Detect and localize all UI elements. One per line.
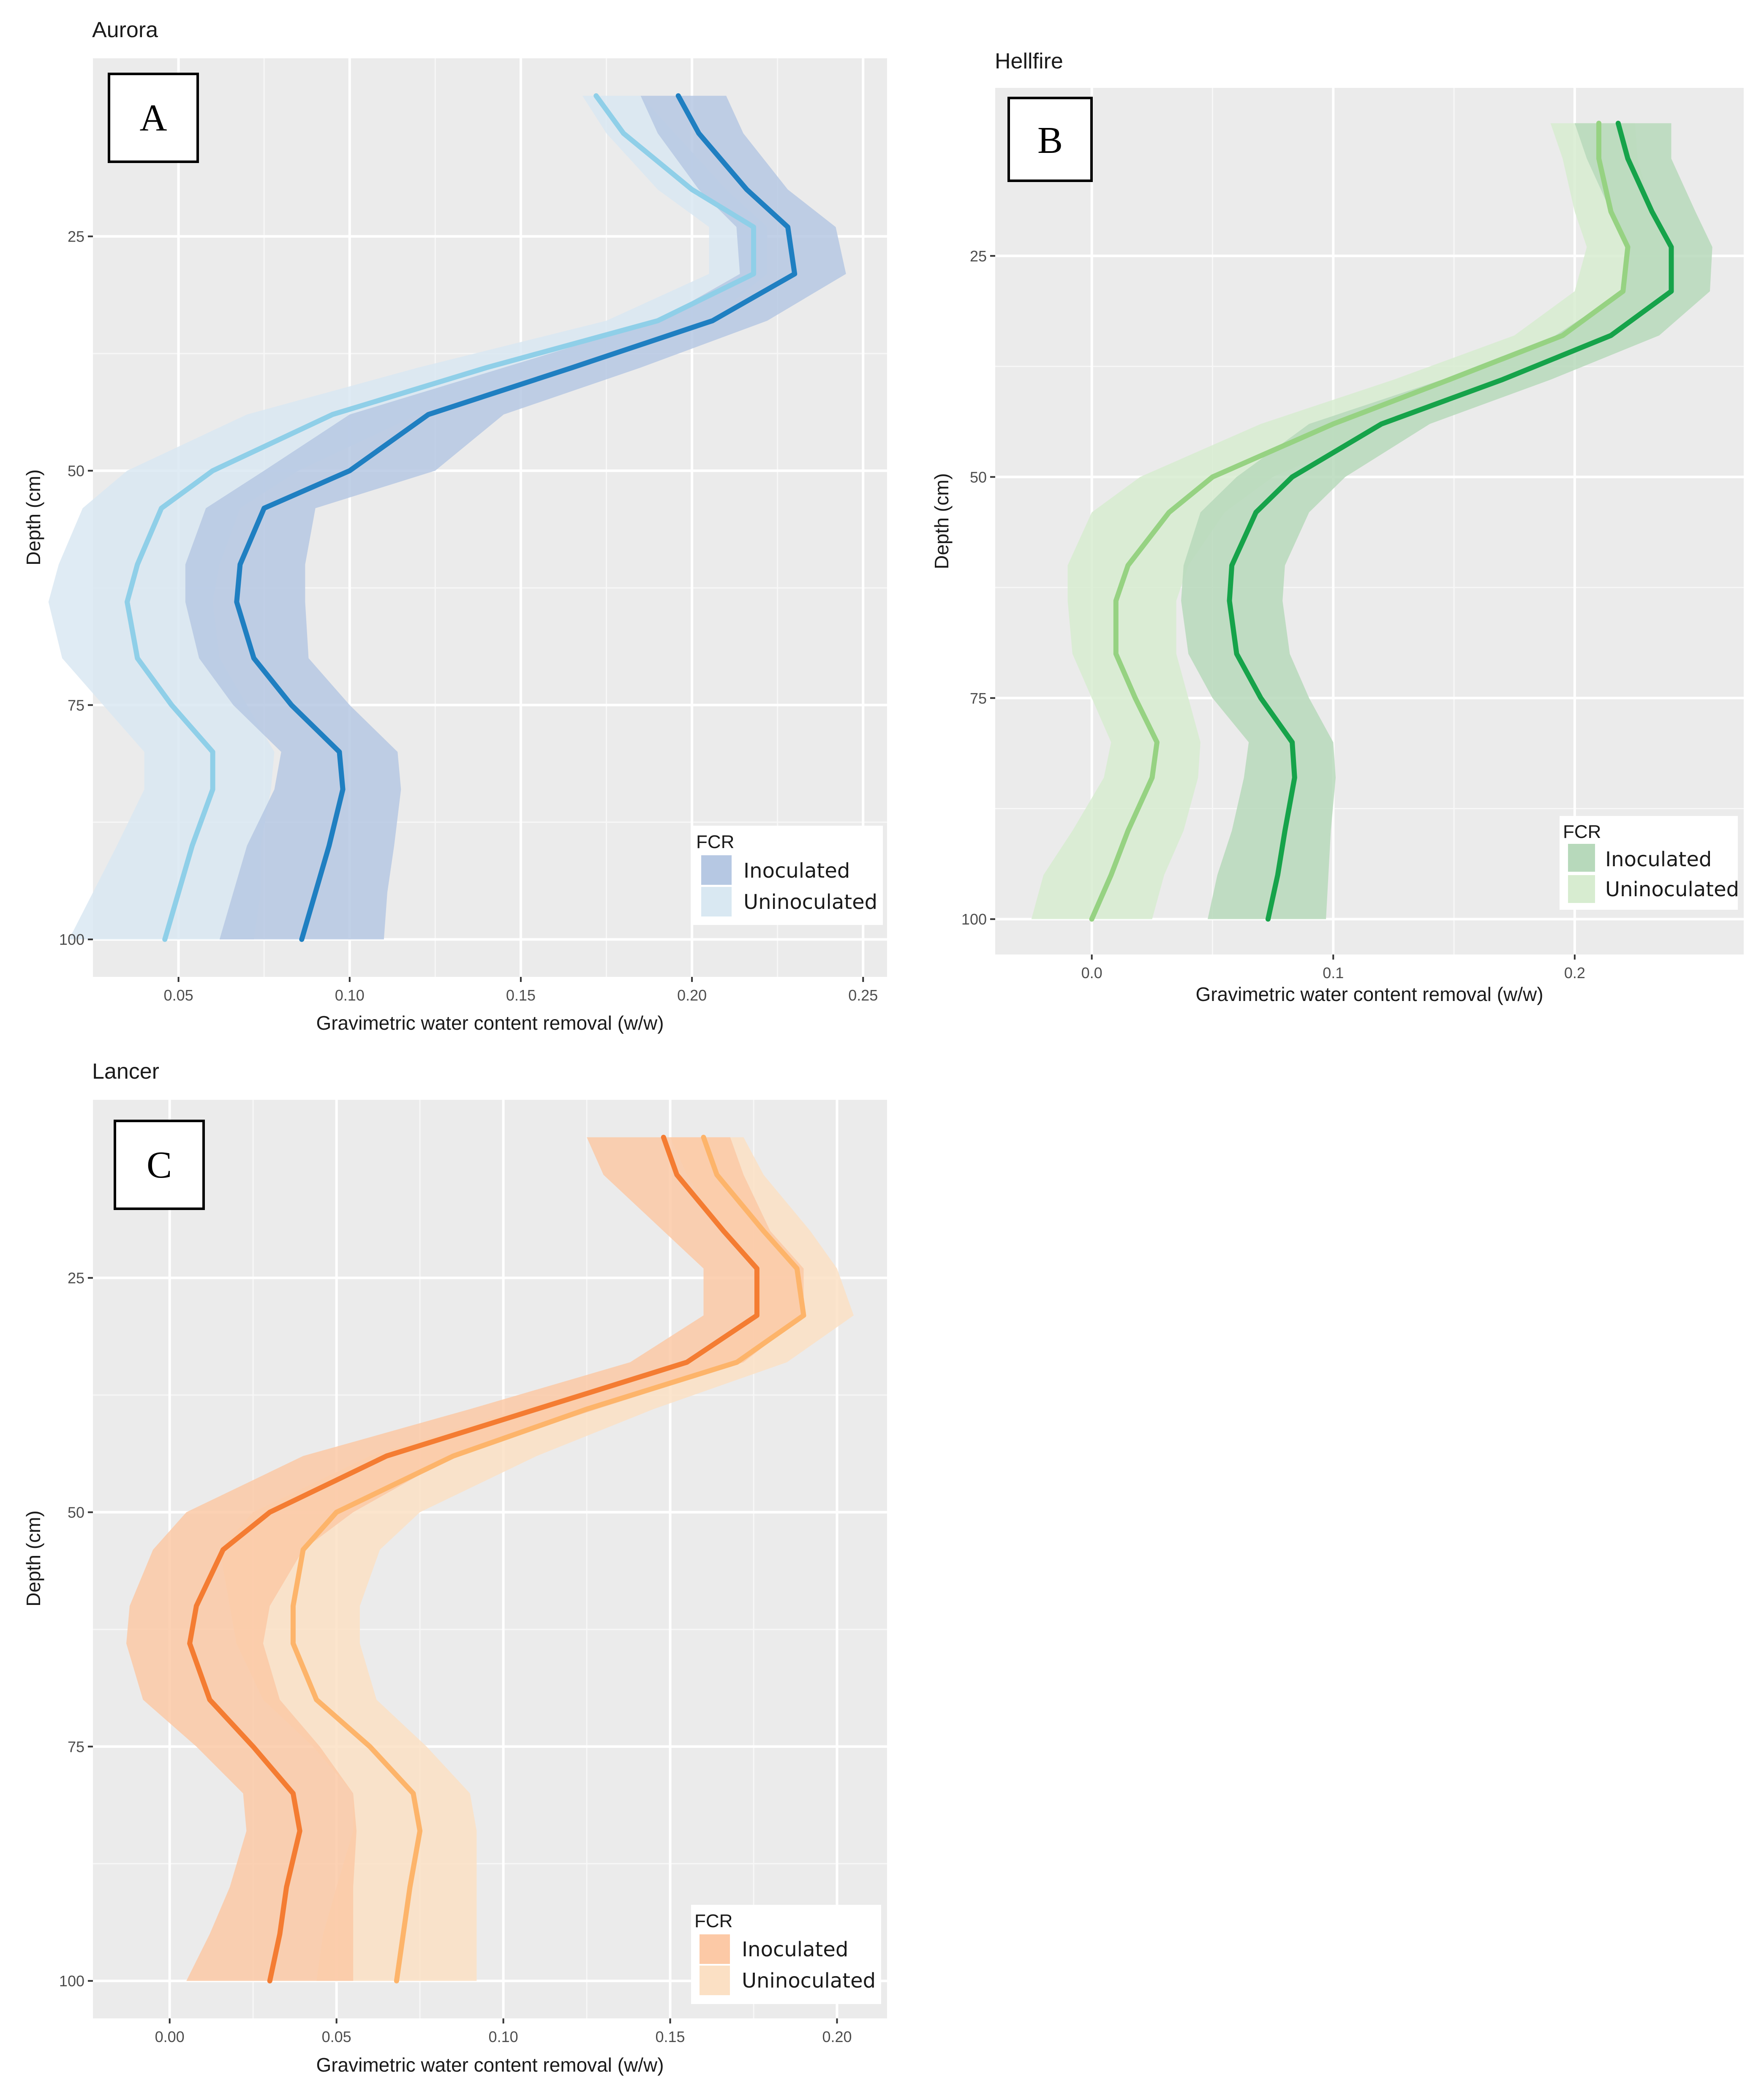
panel-b-y-ticks: 25 50 75 100	[961, 247, 995, 928]
panel-a-y-tick-label: 75	[68, 696, 84, 714]
panel-c-y-tick-label: 100	[59, 1972, 84, 1990]
panel-a-legend-title: FCR	[696, 832, 734, 852]
panel-a-legend-label-uninoculated: Uninoculated	[743, 890, 877, 914]
panel-c-x-tick-label: 0.20	[822, 2028, 852, 2045]
panel-c-legend-label-inoculated: Inoculated	[742, 1938, 848, 1961]
panel-c-y-axis-label: Depth (cm)	[22, 1510, 44, 1606]
panel-a-lines	[125, 93, 798, 942]
panel-b-legend-key-inoculated	[1568, 844, 1595, 872]
panel-c-x-axis-label: Gravimetric water content removal (w/w)	[316, 2054, 664, 2076]
panel-b-x-axis-label: Gravimetric water content removal (w/w)	[1195, 983, 1543, 1005]
panel-c-legend-title: FCR	[694, 1911, 732, 1931]
panel-c-title: Lancer	[92, 1059, 159, 1084]
panel-c-legend: FCR Inoculated Uninoculated	[691, 1905, 881, 2004]
panel-a: Aurora 0.05 0.10 0.15 0.20 0.25 25 50 75 100 Gr…	[22, 18, 887, 1034]
panel-b-x-tick-label: 0.0	[1081, 964, 1102, 982]
panel-b-y-axis-label: Depth (cm)	[931, 473, 953, 569]
panel-c-x-tick-label: 0.15	[656, 2028, 685, 2045]
panel-a-legend-key-uninoculated	[701, 887, 732, 916]
panel-c-y-tick-label: 25	[68, 1270, 84, 1287]
panel-a-ribbon-uninoculated	[48, 95, 768, 940]
panel-c-legend-key-inoculated	[700, 1934, 730, 1964]
panel-b-x-ticks: 0.0 0.1 0.2	[1081, 955, 1585, 982]
panel-c-x-ticks: 0.00 0.05 0.10 0.15 0.20	[155, 2018, 852, 2045]
panel-c-y-ticks: 25 50 75 100	[59, 1270, 93, 1990]
panel-b-y-tick-label: 75	[970, 690, 987, 707]
panel-b-x-tick-label: 0.2	[1564, 964, 1585, 982]
panel-b-legend-label-inoculated: Inoculated	[1605, 848, 1712, 871]
panel-c-x-tick-label: 0.05	[322, 2028, 351, 2045]
panel-c-line-uninoculated	[290, 1134, 806, 1984]
panel-b: Hellfire 0.0 0.1 0.2 25 50 75 100 Gravimetric…	[931, 49, 1744, 1005]
panel-a-legend: FCR Inoculated Uninoculated	[693, 826, 883, 925]
panel-c-line-inoculated	[187, 1134, 760, 1984]
panel-a-line-uninoculated	[125, 93, 756, 942]
panel-c-label-box	[114, 1120, 205, 1210]
panel-a-gridlines	[93, 58, 887, 977]
panel-c: Lancer 0.00 0.05 0.10 0.15 0.20 25 50 75 100 Gr…	[22, 1059, 887, 2076]
panel-c-ribbon-inoculated	[126, 1137, 804, 1981]
panel-a-y-tick-label: 25	[68, 228, 84, 245]
panel-b-line-uninoculated	[1089, 120, 1631, 922]
panel-c-x-tick-label: 0.00	[155, 2028, 185, 2045]
panel-a-x-axis-label: Gravimetric water content removal (w/w)	[316, 1012, 664, 1034]
panel-b-label: B	[1037, 120, 1063, 161]
panel-a-line-inoculated	[234, 93, 798, 942]
panel-b-line-inoculated	[1227, 120, 1674, 922]
panel-a-label-box	[108, 73, 199, 163]
panel-a-x-tick-label: 0.25	[848, 987, 878, 1004]
panel-a-x-tick-label: 0.05	[164, 987, 193, 1004]
panel-c-lines	[187, 1134, 806, 1984]
panel-b-label-box	[1007, 97, 1093, 182]
panel-c-ribbons	[126, 1137, 854, 1981]
panel-c-legend-label-uninoculated: Uninoculated	[742, 1969, 876, 1993]
panel-b-legend: FCR Inoculated Uninoculated	[1560, 816, 1739, 910]
panel-a-ribbon-inoculated	[185, 95, 846, 940]
panel-b-y-tick-label: 50	[970, 468, 987, 486]
panel-b-legend-key-uninoculated	[1568, 875, 1595, 903]
panel-b-lines	[1089, 120, 1674, 922]
panel-a-x-tick-label: 0.20	[677, 987, 707, 1004]
panel-c-label: C	[147, 1144, 172, 1186]
panel-a-x-tick-label: 0.15	[506, 987, 536, 1004]
panel-b-y-tick-label: 100	[961, 911, 987, 928]
panel-a-x-tick-label: 0.10	[335, 987, 365, 1004]
panel-b-x-tick-label: 0.1	[1323, 964, 1344, 982]
panel-a-ribbons	[48, 95, 846, 940]
panel-c-y-tick-label: 75	[68, 1738, 84, 1755]
panel-b-legend-title: FCR	[1563, 821, 1601, 842]
panel-a-x-ticks: 0.05 0.10 0.15 0.20 0.25	[164, 977, 878, 1004]
panel-b-y-tick-label: 25	[970, 247, 987, 265]
panel-b-ribbon-uninoculated	[1031, 123, 1671, 919]
panel-c-y-tick-label: 50	[68, 1504, 84, 1521]
panel-a-y-ticks: 25 50 75 100	[59, 228, 93, 948]
panel-b-title: Hellfire	[995, 49, 1063, 73]
panel-c-x-tick-label: 0.10	[489, 2028, 518, 2045]
panel-c-ribbon-uninoculated	[220, 1137, 854, 1981]
panel-b-legend-label-uninoculated: Uninoculated	[1605, 878, 1739, 901]
panel-a-y-tick-label: 100	[59, 931, 84, 948]
panel-a-legend-key-inoculated	[701, 855, 732, 885]
panel-a-y-axis-label: Depth (cm)	[22, 469, 44, 565]
panel-a-label: A	[140, 97, 167, 139]
panel-c-legend-key-uninoculated	[700, 1966, 730, 1995]
panel-a-title: Aurora	[92, 18, 158, 42]
panel-a-legend-label-inoculated: Inoculated	[743, 859, 850, 883]
panel-a-y-tick-label: 50	[68, 462, 84, 480]
